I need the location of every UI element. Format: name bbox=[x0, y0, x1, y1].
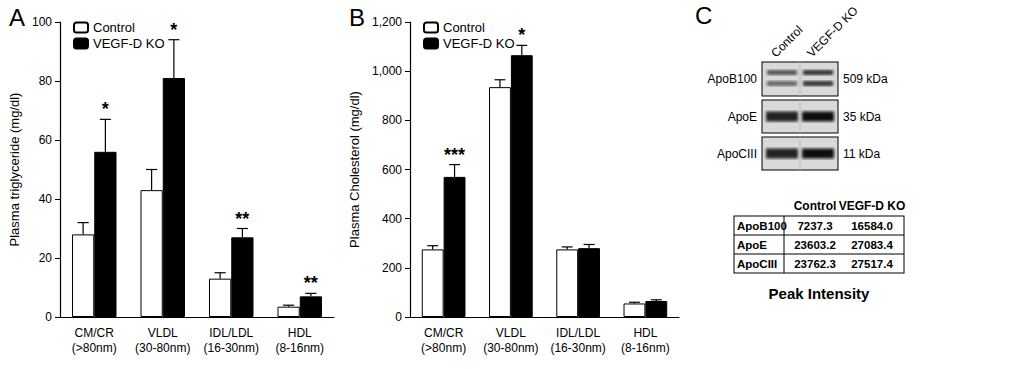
svg-text:VEGF-D KO: VEGF-D KO bbox=[839, 199, 906, 213]
svg-text:400: 400 bbox=[382, 212, 402, 226]
svg-text:(8-16nm): (8-16nm) bbox=[275, 341, 324, 355]
svg-text:16584.0: 16584.0 bbox=[851, 220, 893, 232]
svg-text:20: 20 bbox=[39, 251, 53, 265]
svg-text:Control: Control bbox=[794, 199, 837, 213]
svg-text:27517.4: 27517.4 bbox=[851, 258, 893, 270]
svg-text:40: 40 bbox=[39, 192, 53, 206]
svg-text:Control: Control bbox=[443, 20, 485, 35]
svg-text:***: *** bbox=[444, 145, 465, 165]
svg-text:IDL/LDL: IDL/LDL bbox=[209, 326, 253, 340]
svg-text:Plasma triglyceride (mg/dl): Plasma triglyceride (mg/dl) bbox=[7, 93, 22, 247]
svg-text:VLDL: VLDL bbox=[148, 326, 178, 340]
svg-text:VLDL: VLDL bbox=[496, 326, 526, 340]
svg-text:*: * bbox=[170, 20, 177, 40]
svg-text:Control: Control bbox=[93, 20, 135, 35]
svg-text:ApoE: ApoE bbox=[737, 239, 767, 251]
svg-text:Peak Intensity: Peak Intensity bbox=[769, 285, 871, 302]
svg-text:HDL: HDL bbox=[633, 326, 657, 340]
svg-text:(30-80nm): (30-80nm) bbox=[483, 341, 538, 355]
svg-text:(>80nm): (>80nm) bbox=[421, 341, 466, 355]
svg-text:*: * bbox=[102, 99, 109, 119]
svg-text:60: 60 bbox=[39, 133, 53, 147]
svg-text:**: ** bbox=[235, 209, 249, 229]
svg-text:0: 0 bbox=[45, 310, 52, 324]
svg-text:7237.3: 7237.3 bbox=[797, 220, 832, 232]
svg-text:HDL: HDL bbox=[288, 326, 312, 340]
svg-text:(16-30nm): (16-30nm) bbox=[550, 341, 605, 355]
svg-text:ApoB100: ApoB100 bbox=[708, 72, 758, 86]
svg-text:0: 0 bbox=[395, 310, 402, 324]
svg-text:23762.3: 23762.3 bbox=[794, 258, 836, 270]
svg-text:80: 80 bbox=[39, 74, 53, 88]
svg-text:B: B bbox=[349, 4, 365, 31]
svg-text:Plasma Cholesterol (mg/dl): Plasma Cholesterol (mg/dl) bbox=[347, 91, 362, 248]
svg-text:600: 600 bbox=[382, 163, 402, 177]
svg-text:A: A bbox=[9, 4, 25, 31]
svg-text:(>80nm): (>80nm) bbox=[72, 341, 117, 355]
svg-text:(16-30nm): (16-30nm) bbox=[204, 341, 259, 355]
svg-text:1,200: 1,200 bbox=[372, 15, 402, 29]
svg-text:CM/CR: CM/CR bbox=[424, 326, 464, 340]
svg-text:ApoB100: ApoB100 bbox=[737, 220, 787, 232]
svg-text:VEGF-D KO: VEGF-D KO bbox=[93, 36, 165, 51]
svg-text:CM/CR: CM/CR bbox=[75, 326, 115, 340]
svg-text:ApoCIII: ApoCIII bbox=[737, 258, 777, 270]
svg-text:35 kDa: 35 kDa bbox=[843, 110, 881, 124]
svg-text:(8-16nm): (8-16nm) bbox=[621, 341, 670, 355]
svg-text:**: ** bbox=[304, 273, 318, 293]
svg-text:C: C bbox=[695, 2, 712, 29]
svg-text:23603.2: 23603.2 bbox=[794, 239, 836, 251]
svg-text:VEGF-D KO: VEGF-D KO bbox=[443, 36, 515, 51]
svg-text:IDL/LDL: IDL/LDL bbox=[556, 326, 600, 340]
svg-text:11 kDa: 11 kDa bbox=[843, 147, 880, 161]
svg-text:Control: Control bbox=[768, 23, 805, 60]
svg-text:1,000: 1,000 bbox=[372, 64, 402, 78]
svg-text:ApoCIII: ApoCIII bbox=[717, 147, 757, 161]
svg-text:100: 100 bbox=[32, 15, 52, 29]
svg-text:800: 800 bbox=[382, 113, 402, 127]
svg-text:*: * bbox=[518, 25, 525, 45]
svg-text:200: 200 bbox=[382, 261, 402, 275]
svg-text:VEGF-D KO: VEGF-D KO bbox=[804, 4, 861, 61]
svg-text:509 kDa: 509 kDa bbox=[843, 72, 888, 86]
svg-text:27083.4: 27083.4 bbox=[851, 239, 893, 251]
svg-text:(30-80nm): (30-80nm) bbox=[135, 341, 190, 355]
svg-text:ApoE: ApoE bbox=[728, 110, 757, 124]
